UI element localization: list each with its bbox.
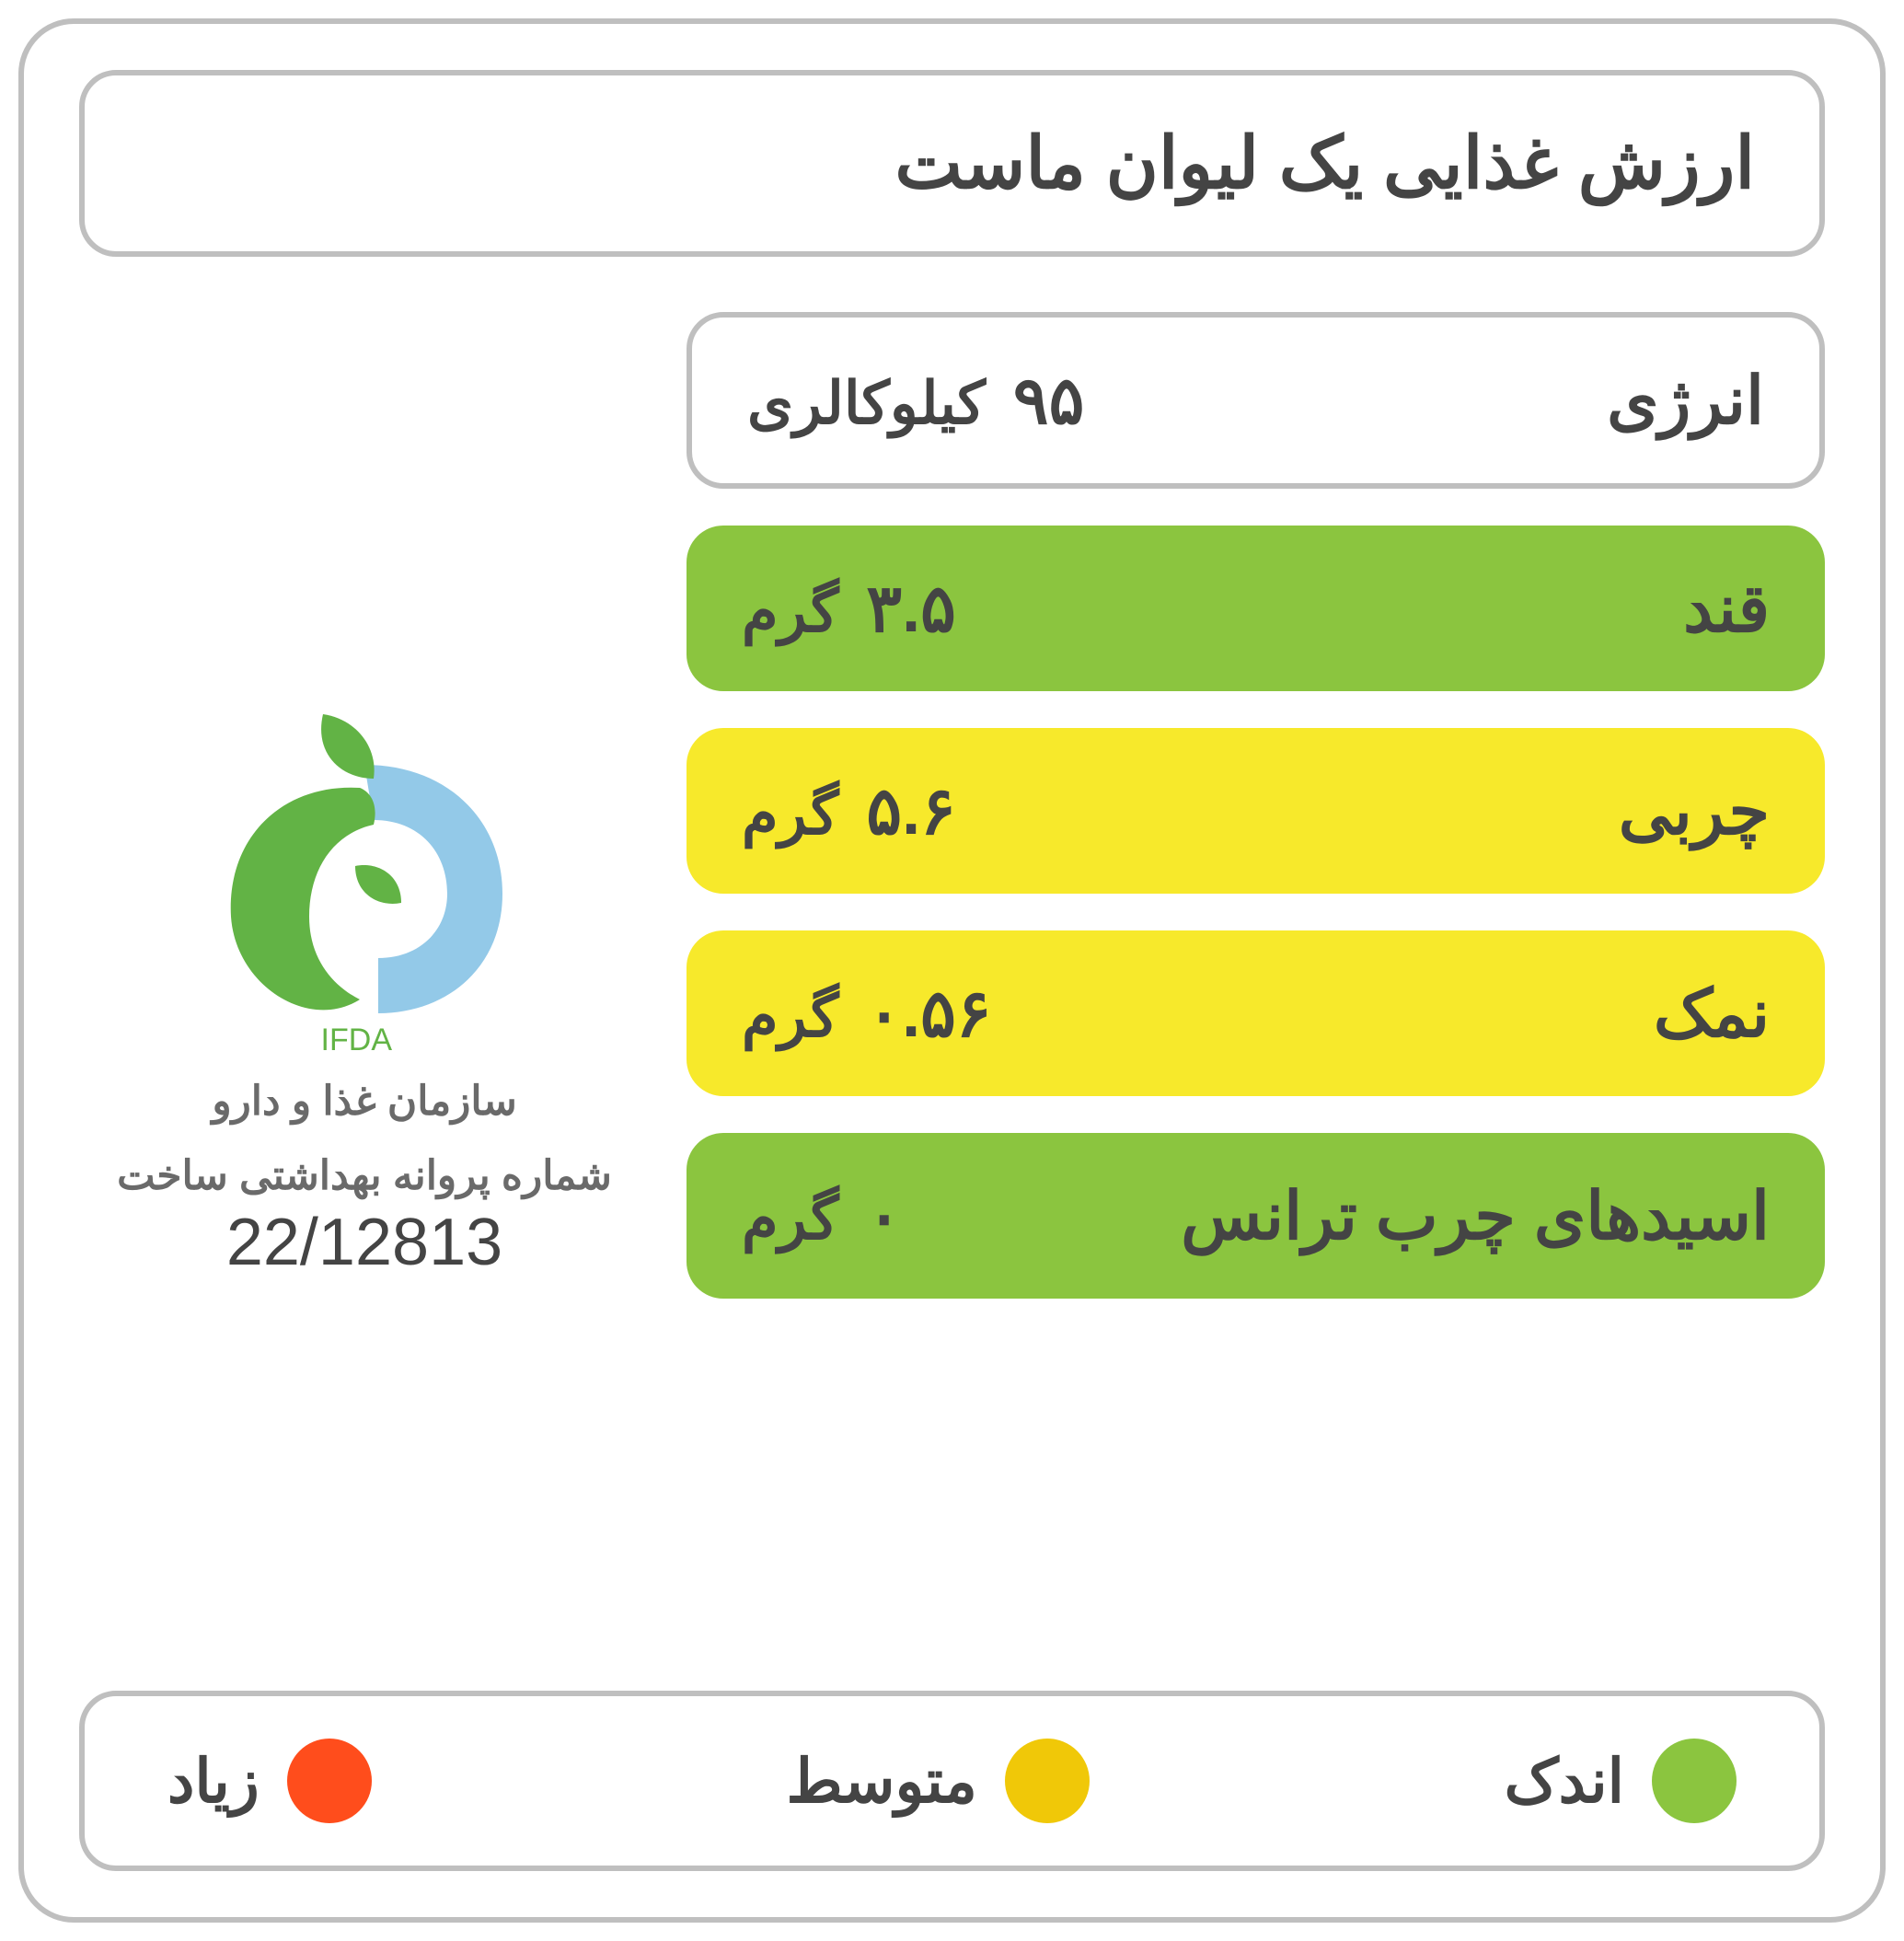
legend-high: زیاد xyxy=(167,1739,372,1823)
row-energy: انرژی ۹۵ کیلوکالری xyxy=(687,312,1825,489)
row-salt: نمک ۰.۵۶ گرم xyxy=(687,930,1825,1096)
energy-value: ۹۵ xyxy=(1013,362,1084,439)
legend-medium: متوسط xyxy=(787,1739,1090,1823)
license-label: شماره پروانه بهداشتی ساخت xyxy=(117,1152,612,1199)
sugar-unit: گرم xyxy=(742,577,838,646)
logo-leaf-2 xyxy=(355,865,401,904)
middle-section: انرژی ۹۵ کیلوکالری قند ۳.۵ گرم چربی ۵.۶ … xyxy=(79,312,1825,1649)
legend-low: اندک xyxy=(1505,1739,1737,1823)
nutrition-label-card: ارزش غذایی یک لیوان ماست انرژی ۹۵ کیلوکا… xyxy=(18,18,1886,1923)
row-trans: اسیدهای چرب ترانس ۰ گرم xyxy=(687,1133,1825,1299)
row-fat: چربی ۵.۶ گرم xyxy=(687,728,1825,894)
logo-acronym: IFDA xyxy=(321,1022,393,1057)
trans-value-group: ۰ گرم xyxy=(742,1177,902,1254)
legend-medium-dot xyxy=(1005,1739,1090,1823)
sugar-value: ۳.۵ xyxy=(866,570,955,647)
legend-medium-label: متوسط xyxy=(787,1746,977,1817)
salt-value: ۰.۵۶ xyxy=(866,975,991,1052)
row-sugar: قند ۳.۵ گرم xyxy=(687,526,1825,691)
logo-green-body xyxy=(231,787,375,1010)
logo-leaf-1 xyxy=(321,714,375,779)
legend-low-label: اندک xyxy=(1505,1746,1624,1817)
fat-value: ۵.۶ xyxy=(866,772,955,849)
trans-unit: گرم xyxy=(742,1184,838,1254)
legend-high-label: زیاد xyxy=(167,1746,260,1817)
title-box: ارزش غذایی یک لیوان ماست xyxy=(79,70,1825,257)
nutrient-rows: انرژی ۹۵ کیلوکالری قند ۳.۵ گرم چربی ۵.۶ … xyxy=(687,312,1825,1649)
salt-value-group: ۰.۵۶ گرم xyxy=(742,975,991,1052)
fat-label: چربی xyxy=(1619,772,1770,849)
ifda-logo: IFDA xyxy=(171,682,558,1069)
fat-unit: گرم xyxy=(742,780,838,849)
legend-low-dot xyxy=(1652,1739,1737,1823)
trans-label: اسیدهای چرب ترانس xyxy=(1181,1177,1770,1254)
legend: اندک متوسط زیاد xyxy=(79,1691,1825,1871)
title-text: ارزش غذایی یک لیوان ماست xyxy=(894,122,1755,203)
sugar-label: قند xyxy=(1683,570,1770,647)
energy-label: انرژی xyxy=(1607,362,1764,439)
fat-value-group: ۵.۶ گرم xyxy=(742,772,956,849)
trans-value: ۰ xyxy=(866,1177,902,1254)
energy-unit: کیلوکالری xyxy=(747,369,986,438)
salt-unit: گرم xyxy=(742,982,838,1051)
energy-value-group: ۹۵ کیلوکالری xyxy=(747,362,1084,439)
sugar-value-group: ۳.۵ گرم xyxy=(742,570,956,647)
license-number: 22/12813 xyxy=(226,1205,502,1280)
salt-label: نمک xyxy=(1654,975,1770,1052)
legend-high-dot xyxy=(287,1739,372,1823)
authority-column: IFDA سازمان غذا و دارو شماره پروانه بهدا… xyxy=(79,312,650,1649)
org-name: سازمان غذا و دارو xyxy=(212,1078,516,1125)
